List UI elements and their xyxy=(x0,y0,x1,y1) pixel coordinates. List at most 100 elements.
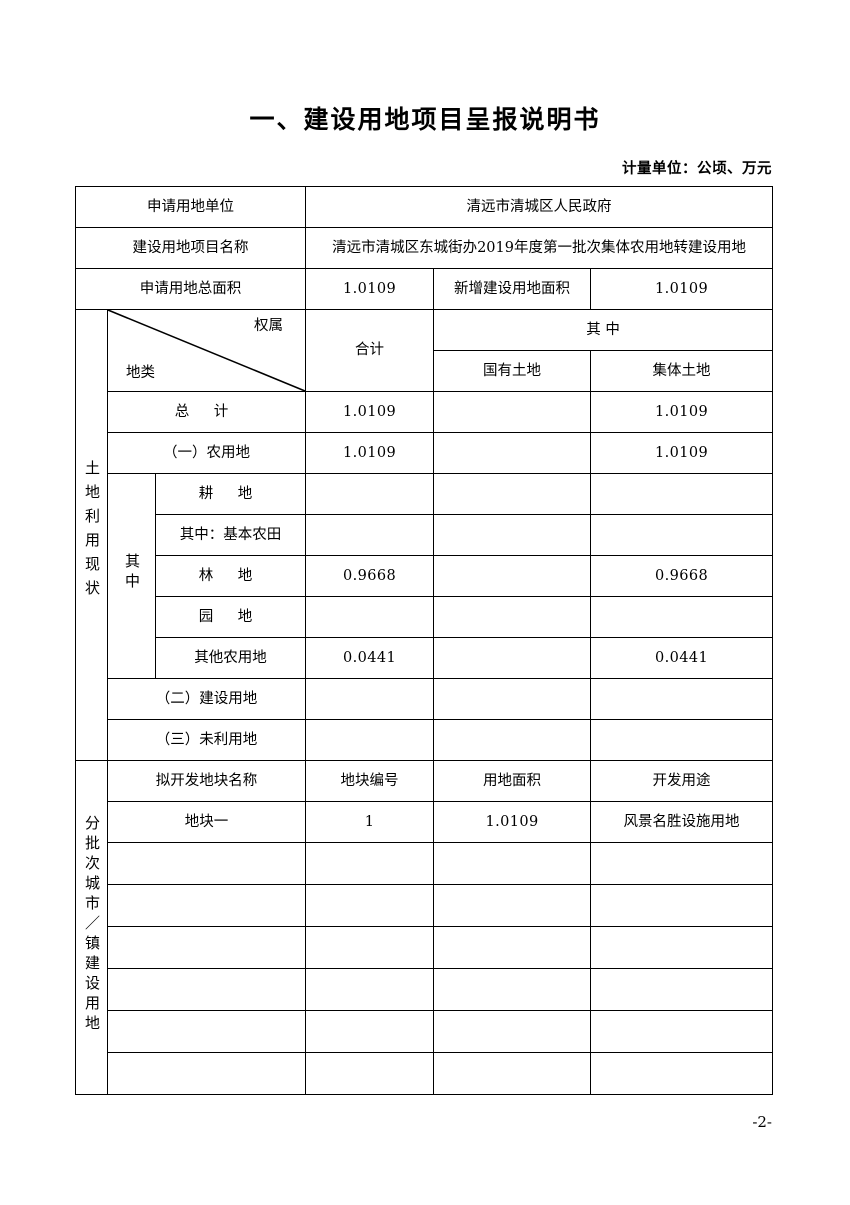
forest-land-collective: 0.9668 xyxy=(590,555,774,597)
parcel-name xyxy=(106,842,307,885)
new-construction-area-value: 1.0109 xyxy=(590,268,774,310)
row-label-grand-total: 总 计 xyxy=(106,391,307,433)
cultivated-land-state xyxy=(433,473,592,515)
column-header-among: 其 中 xyxy=(433,309,774,351)
parcel-name xyxy=(106,1010,307,1053)
garden-land-collective xyxy=(590,596,774,638)
parcel-name: 地块一 xyxy=(106,801,307,843)
row-label-garden-land: 园 地 xyxy=(154,596,307,638)
table-row-agricultural-land: （一）农用地 1.0109 1.0109 xyxy=(76,432,774,474)
landtype-ownership-diagonal-header: 权属 地类 xyxy=(106,309,307,392)
parcel-area xyxy=(433,1010,592,1053)
ownership-header-label: 权属 xyxy=(254,318,284,334)
column-header-collective-land: 集体土地 xyxy=(590,350,774,392)
parcel-area xyxy=(433,884,592,927)
applicant-label: 申请用地单位 xyxy=(74,186,307,228)
total-area-value: 1.0109 xyxy=(305,268,435,310)
parcel-section-label: 分批次城市／镇建设用地 xyxy=(75,760,108,1095)
parcel-purpose xyxy=(590,884,774,927)
parcel-column-header-code: 地块编号 xyxy=(305,760,435,802)
table-row-parcel xyxy=(76,884,774,927)
other-agricultural-land-collective: 0.0441 xyxy=(590,637,774,679)
garden-land-state xyxy=(433,596,592,638)
row-label-agricultural-land: （一）农用地 xyxy=(106,432,307,474)
parcel-area xyxy=(433,1052,592,1095)
total-area-label: 申请用地总面积 xyxy=(74,268,307,310)
row-label-forest-land: 林 地 xyxy=(154,555,307,597)
table-row-project-name: 建设用地项目名称 清远市清城区东城街办2019年度第一批次集体农用地转建设用地 xyxy=(74,227,774,269)
measurement-unit-note: 计量单位：公顷、万元 xyxy=(622,160,772,177)
parcel-column-header-name: 拟开发地块名称 xyxy=(106,760,307,802)
project-name-label: 建设用地项目名称 xyxy=(74,227,307,269)
grand-total-collective: 1.0109 xyxy=(590,391,774,433)
parcel-column-header-purpose: 开发用途 xyxy=(590,760,774,802)
parcel-code xyxy=(305,842,435,885)
parcel-area xyxy=(433,926,592,969)
table-row-landuse-header-1: 土地利用现状 权属 地类 合计 其 中 xyxy=(75,309,774,761)
row-label-construction-land: （二）建设用地 xyxy=(106,678,307,720)
table-row-garden-land: 园 地 xyxy=(76,596,774,638)
grand-total-total: 1.0109 xyxy=(305,391,435,433)
table-row-applicant: 申请用地单位 清远市清城区人民政府 xyxy=(74,186,774,228)
table-row-parcel-header: 分批次城市／镇建设用地 拟开发地块名称 地块编号 用地面积 开发用途 xyxy=(75,760,774,1095)
basic-farmland-state xyxy=(433,514,592,556)
table-row-basic-farmland: 其中：基本农田 xyxy=(76,514,774,556)
table-row-parcel xyxy=(76,1052,774,1095)
agricultural-land-state xyxy=(433,432,592,474)
table-row-forest-land: 林 地 0.9668 0.9668 xyxy=(76,555,774,597)
parcel-code xyxy=(305,926,435,969)
row-label-basic-farmland: 其中：基本农田 xyxy=(154,514,307,556)
parcel-purpose xyxy=(590,1010,774,1053)
forest-land-total: 0.9668 xyxy=(305,555,435,597)
parcel-purpose xyxy=(590,926,774,969)
table-row-construction-land: （二）建设用地 xyxy=(76,678,774,720)
table-row-parcel: 地块一 1 1.0109 风景名胜设施用地 xyxy=(76,801,774,843)
land-use-section-label: 土地利用现状 xyxy=(75,309,108,761)
table-row-grand-total: 总 计 1.0109 1.0109 xyxy=(76,391,774,433)
parcel-area: 1.0109 xyxy=(433,801,592,843)
parcel-purpose: 风景名胜设施用地 xyxy=(590,801,774,843)
grand-total-state xyxy=(433,391,592,433)
construction-land-collective xyxy=(590,678,774,720)
parcel-column-header-area: 用地面积 xyxy=(433,760,592,802)
unused-land-state xyxy=(433,719,592,761)
forest-land-state xyxy=(433,555,592,597)
table-row-landuse-header-2: 国有土地 集体土地 xyxy=(76,350,774,392)
column-header-state-land: 国有土地 xyxy=(433,350,592,392)
parcel-name xyxy=(106,926,307,969)
applicant-value: 清远市清城区人民政府 xyxy=(305,186,774,228)
parcel-section-label-text: 分批次城市／镇建设用地 xyxy=(83,814,101,1035)
parcel-code xyxy=(305,968,435,1011)
project-name-value: 清远市清城区东城街办2019年度第一批次集体农用地转建设用地 xyxy=(305,227,774,269)
column-header-total: 合计 xyxy=(305,309,435,392)
parcel-code: 1 xyxy=(305,801,435,843)
basic-farmland-total xyxy=(305,514,435,556)
page-title: 一、建设用地项目呈报说明书 xyxy=(249,105,601,134)
garden-land-total xyxy=(305,596,435,638)
cultivated-land-collective xyxy=(590,473,774,515)
table-row-other-agricultural-land: 其他农用地 0.0441 0.0441 xyxy=(76,637,774,679)
parcel-code xyxy=(305,1052,435,1095)
land-application-table: 申请用地单位 清远市清城区人民政府 建设用地项目名称 清远市清城区东城街办201… xyxy=(74,186,774,1095)
unused-land-collective xyxy=(590,719,774,761)
cultivated-land-total xyxy=(305,473,435,515)
agricultural-land-collective: 1.0109 xyxy=(590,432,774,474)
parcel-name xyxy=(106,968,307,1011)
row-label-unused-land: （三）未利用地 xyxy=(106,719,307,761)
new-construction-area-label: 新增建设用地面积 xyxy=(433,268,592,310)
table-row-cultivated-land: 其中 耕 地 xyxy=(76,473,774,679)
table-row-parcel xyxy=(76,968,774,1011)
parcel-purpose xyxy=(590,842,774,885)
parcel-name xyxy=(106,884,307,927)
other-agricultural-land-total: 0.0441 xyxy=(305,637,435,679)
parcel-purpose xyxy=(590,1052,774,1095)
landtype-header-label: 地类 xyxy=(126,364,155,381)
parcel-code xyxy=(305,1010,435,1053)
construction-land-total xyxy=(305,678,435,720)
among-subsection-label-text: 其中 xyxy=(123,553,141,594)
table-row-areas: 申请用地总面积 1.0109 新增建设用地面积 1.0109 xyxy=(74,268,774,310)
parcel-area xyxy=(433,968,592,1011)
basic-farmland-collective xyxy=(590,514,774,556)
row-label-other-agricultural-land: 其他农用地 xyxy=(154,637,307,679)
